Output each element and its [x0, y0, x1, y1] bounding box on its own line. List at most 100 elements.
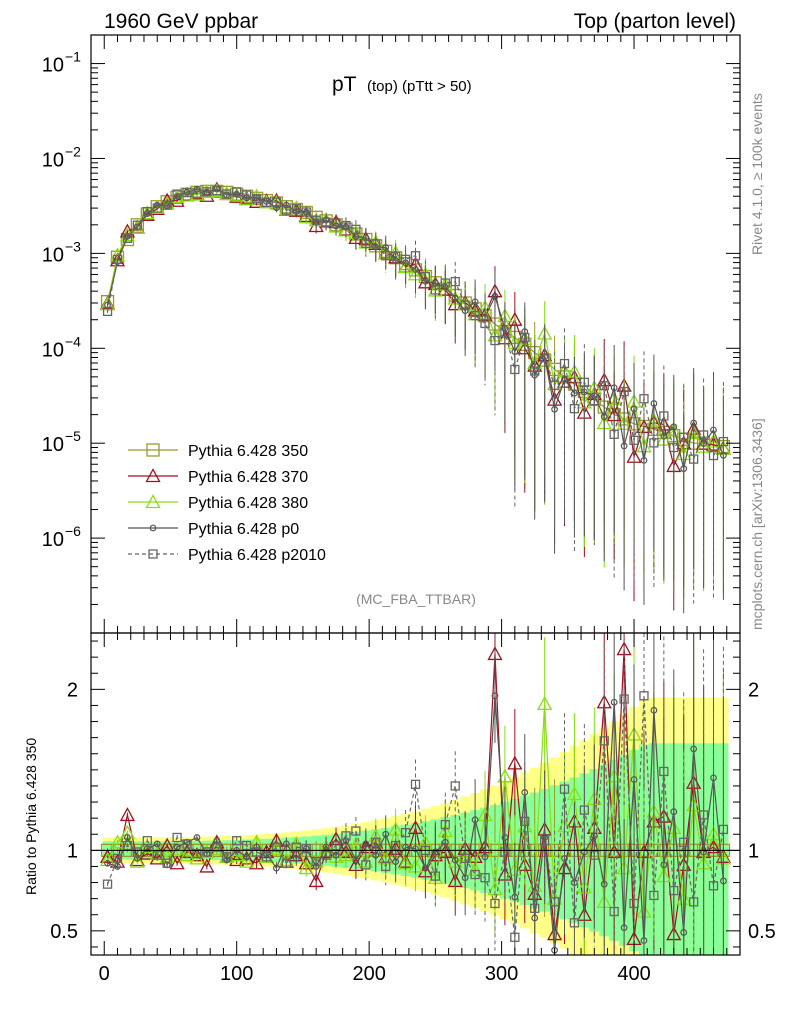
- ratio-ylabel: Ratio to Pythia 6.428 350: [23, 738, 39, 895]
- legend-marker: [148, 549, 158, 559]
- data-point: [600, 413, 608, 421]
- data-point: [172, 189, 182, 199]
- data-point: [251, 194, 262, 204]
- data-point: [351, 224, 361, 234]
- data-point: [669, 442, 679, 453]
- y-tick-exponent: −1: [65, 49, 81, 65]
- data-point: [192, 188, 202, 198]
- data-point: [222, 189, 232, 199]
- ratio-point: [460, 853, 470, 864]
- y-tick-label: 10: [42, 434, 64, 456]
- data-point: [561, 375, 568, 383]
- ratio-point: [172, 832, 182, 843]
- lower-frame: [90, 632, 741, 956]
- y-tick-exponent: −5: [65, 428, 81, 444]
- data-point: [569, 404, 580, 414]
- data-point: [698, 430, 709, 440]
- ratio-point: [549, 897, 560, 907]
- ratio-point: [192, 848, 202, 859]
- ratio-point: [362, 840, 370, 848]
- data-point: [551, 405, 558, 413]
- ratio-point: [630, 776, 638, 783]
- ratio-point: [261, 852, 272, 862]
- ratio-point: [352, 856, 360, 864]
- data-point: [112, 254, 123, 265]
- ratio-point: [620, 924, 628, 932]
- y-tick-exponent: −4: [65, 333, 81, 349]
- y-tick-exponent: −3: [65, 238, 81, 254]
- data-point: [311, 215, 321, 225]
- y-tick-label: 10: [42, 339, 64, 361]
- series-line-s370: [107, 188, 724, 468]
- data-point: [649, 438, 659, 448]
- ratio-point: [566, 786, 583, 801]
- data-point: [510, 364, 520, 375]
- legend-item: Pythia 6.428 p2010: [128, 547, 326, 564]
- legend-label: Pythia 6.428 350: [188, 443, 308, 460]
- series-line-p2010: [107, 189, 724, 461]
- data-point: [162, 200, 172, 210]
- ratio-point: [273, 864, 280, 872]
- data-point: [130, 218, 145, 232]
- ratio-point: [659, 766, 669, 777]
- ratio-point: [114, 863, 121, 870]
- header-right: Top (parton level): [574, 10, 736, 33]
- legend-label: Pythia 6.428 370: [188, 469, 308, 486]
- curves: [91, 181, 740, 955]
- y-tick-exponent: −6: [65, 523, 81, 539]
- ratio-point: [222, 852, 232, 862]
- ratio-point: [537, 695, 553, 710]
- ratio-point: [450, 781, 460, 791]
- data-point: [271, 197, 282, 207]
- data-point: [521, 328, 529, 336]
- ratio-point: [480, 873, 490, 883]
- x-tick-label: 200: [352, 963, 385, 985]
- data-point: [183, 188, 191, 196]
- y-tick-label: 10: [42, 529, 64, 551]
- y-tick-label: 10: [42, 244, 64, 266]
- ratio-point: [470, 869, 480, 880]
- mcplots-label: mcplots.cern.ch [arXiv:1306.3436]: [749, 418, 765, 630]
- data-point: [440, 278, 450, 288]
- data-point: [480, 318, 490, 329]
- x-tick-label: 400: [617, 963, 650, 985]
- ratio-point: [331, 840, 341, 851]
- data-point: [232, 187, 242, 197]
- data-point: [122, 233, 133, 243]
- frames: [90, 34, 741, 956]
- data-point: [520, 332, 530, 343]
- data-point: [371, 239, 381, 249]
- ratio-point: [507, 755, 523, 770]
- ratio-point: [688, 897, 699, 907]
- data-point: [321, 217, 331, 227]
- ratio-point: [243, 853, 251, 861]
- data-point: [530, 366, 540, 376]
- ratio-point: [182, 839, 192, 849]
- ratio-point: [599, 736, 609, 746]
- legend-item: Pythia 6.428 380: [128, 494, 308, 512]
- x-tick-label: 0: [99, 963, 110, 985]
- ratio-point: [241, 840, 252, 851]
- ratio-point: [430, 871, 441, 881]
- ratio-point: [490, 898, 500, 909]
- ratio-point: [680, 929, 688, 936]
- ratio-point: [193, 834, 201, 841]
- data-point: [629, 435, 639, 445]
- ratio-point: [119, 807, 136, 822]
- data-point: [589, 395, 599, 406]
- ratio-point: [112, 853, 123, 864]
- legend-item: Pythia 6.428 370: [128, 468, 308, 486]
- data-point: [610, 384, 618, 392]
- ratio-point: [341, 831, 351, 841]
- legend-item: Pythia 6.428 p0: [128, 521, 299, 538]
- data-point: [331, 218, 341, 229]
- ratio-point: [291, 842, 301, 852]
- data-point: [142, 206, 152, 217]
- data-point: [639, 394, 649, 404]
- ratio-point: [282, 840, 290, 848]
- ratio-point: [351, 826, 361, 836]
- plot-title-sub: (top) (pTtt > 50): [367, 78, 472, 95]
- data-point: [189, 186, 205, 201]
- ratio-point: [412, 845, 419, 853]
